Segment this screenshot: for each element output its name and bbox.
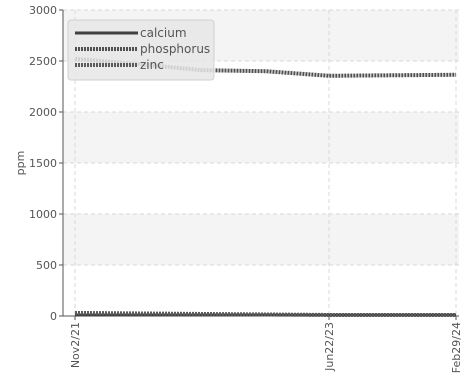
y-tick-label: 2000 bbox=[29, 106, 57, 119]
grid-band bbox=[63, 112, 459, 163]
grid-band bbox=[63, 214, 459, 265]
legend-label-zinc: zinc bbox=[140, 58, 164, 72]
y-tick-label: 2500 bbox=[29, 55, 57, 68]
y-tick-label: 3000 bbox=[29, 4, 57, 17]
x-tick-label: Nov2/21 bbox=[69, 322, 82, 368]
series-line-zinc bbox=[74, 310, 456, 317]
y-tick-label: 1500 bbox=[29, 157, 57, 170]
legend-label-phosphorus: phosphorus bbox=[140, 42, 210, 56]
y-tick-label: 0 bbox=[50, 310, 57, 323]
y-tick-label: 1000 bbox=[29, 208, 57, 221]
y-tick-label: 500 bbox=[36, 259, 57, 272]
y-axis-label: ppm bbox=[14, 151, 27, 176]
x-tick-label: Feb29/24 bbox=[450, 322, 463, 373]
legend-box bbox=[67, 19, 215, 81]
x-tick-label: Jun22/23 bbox=[323, 322, 336, 372]
legend-label-calcium: calcium bbox=[140, 26, 187, 40]
